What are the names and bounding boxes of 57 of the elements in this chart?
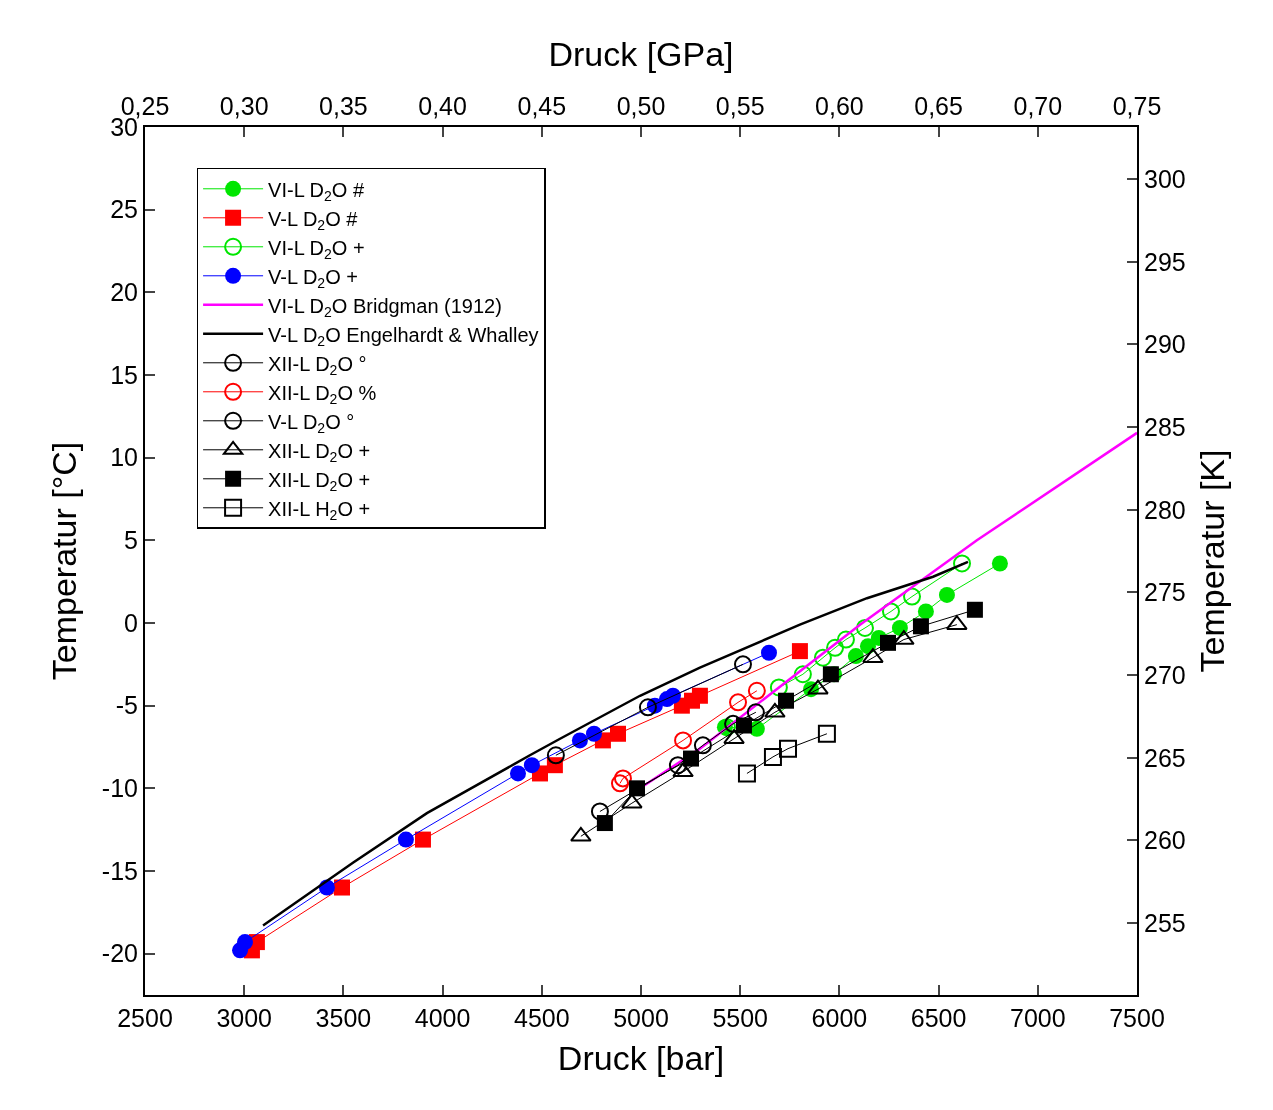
- y-tick-label: -5: [115, 691, 138, 720]
- x2-tick-label: 0,55: [715, 92, 765, 120]
- y-tick-label: 15: [110, 360, 138, 389]
- y-tick-label: 20: [110, 278, 138, 307]
- x2-tick-label: 0,60: [815, 92, 864, 120]
- x2-tick-label: 0,70: [1013, 92, 1063, 120]
- x2-axis-title: Druck [GPa]: [548, 35, 734, 74]
- x-tick-label: 6500: [910, 1004, 967, 1032]
- x-tick-label: 6000: [811, 1004, 868, 1032]
- legend-label: V-L D$_{2}$O +: [268, 265, 358, 291]
- x2-tick-label: 0,40: [418, 92, 467, 120]
- x2-tick-label: 0,75: [1112, 92, 1162, 120]
- y-tick-label: 10: [110, 443, 138, 472]
- legend-label: XII-L D$_{2}$O +: [268, 439, 371, 465]
- y2-axis-title: Temperatur [K]: [1192, 449, 1231, 673]
- legend-label: V-L D$_{2}$O #: [268, 207, 359, 233]
- legend-label: VI-L D$_{2}$O Bridgman (1912): [268, 294, 502, 320]
- x-tick-label: 3000: [216, 1004, 273, 1032]
- y2-tick-label: 270: [1144, 660, 1186, 689]
- y2-tick-label: 285: [1144, 412, 1186, 441]
- x2-tick-label: 0,65: [914, 92, 963, 120]
- y2-tick-label: 280: [1144, 495, 1186, 524]
- y-tick-label: -20: [101, 939, 138, 968]
- y-tick-label: 0: [124, 608, 138, 637]
- legend-label: XII-L D$_{2}$O %: [268, 381, 377, 407]
- legend-label: XII-L D$_{2}$O +: [268, 468, 371, 494]
- y2-tick-label: 290: [1144, 330, 1186, 359]
- y2-tick-label: 300: [1144, 164, 1186, 193]
- x-tick-label: 2500: [117, 1004, 173, 1032]
- x2-tick-label: 0,30: [219, 92, 269, 120]
- x2-tick-label: 0,50: [616, 92, 666, 120]
- legend-label: XII-L H$_{2}$O +: [268, 497, 371, 523]
- legend-label: VI-L D$_{2}$O #: [268, 178, 365, 204]
- x-tick-label: 5500: [712, 1004, 769, 1032]
- x-tick-label: 4000: [414, 1004, 471, 1032]
- x-axis-title: Druck [bar]: [557, 1038, 725, 1077]
- x-tick-label: 4500: [513, 1004, 570, 1032]
- legend-label: VI-L D$_{2}$O +: [268, 236, 365, 262]
- legend-label: V-L D$_{2}$O Engelhardt & Whalley: [268, 323, 539, 349]
- y2-tick-label: 255: [1144, 908, 1186, 937]
- y-tick-label: 5: [124, 526, 138, 555]
- y-axis-title: Temperatur [°C]: [44, 441, 83, 681]
- x2-tick-label: 0,35: [319, 92, 368, 120]
- y2-tick-label: 275: [1144, 578, 1186, 607]
- x2-tick-label: 0,45: [517, 92, 567, 120]
- y-tick-label: -15: [101, 856, 138, 885]
- y2-tick-label: 295: [1144, 247, 1186, 276]
- y-tick-label: 25: [110, 195, 138, 224]
- x-tick-label: 5000: [613, 1004, 669, 1032]
- y2-tick-label: 265: [1144, 743, 1186, 772]
- x-tick-label: 7000: [1009, 1004, 1066, 1032]
- legend-label: V-L D$_{2}$O °: [268, 410, 355, 436]
- x-tick-label: 7500: [1109, 1004, 1165, 1032]
- legend-label: XII-L D$_{2}$O °: [268, 352, 367, 378]
- y2-tick-label: 260: [1144, 826, 1186, 855]
- x-tick-label: 3500: [315, 1004, 372, 1032]
- y-tick-label: -10: [101, 774, 138, 803]
